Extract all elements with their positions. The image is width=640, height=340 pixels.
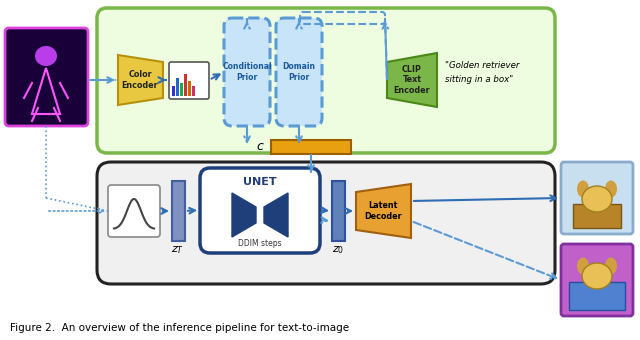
Polygon shape	[264, 193, 288, 237]
Text: $\mathit{c}$: $\mathit{c}$	[256, 140, 265, 153]
Bar	[176, 78, 179, 96]
Bar	[188, 81, 191, 96]
Text: "Golden retriever: "Golden retriever	[445, 62, 520, 70]
Text: UNET: UNET	[243, 177, 277, 187]
Text: $z_T$: $z_T$	[172, 244, 184, 256]
Bar	[184, 74, 187, 96]
Text: Conditional
Prior: Conditional Prior	[222, 62, 272, 82]
Bar	[172, 181, 185, 241]
FancyBboxPatch shape	[5, 28, 88, 126]
Ellipse shape	[605, 181, 617, 198]
Bar	[569, 282, 625, 310]
Text: $z_0$: $z_0$	[332, 244, 344, 256]
Ellipse shape	[605, 257, 617, 274]
Text: Color
Encoder: Color Encoder	[122, 70, 158, 90]
Bar	[271, 140, 351, 154]
Ellipse shape	[577, 257, 589, 274]
Ellipse shape	[582, 263, 612, 289]
Polygon shape	[232, 193, 256, 237]
FancyBboxPatch shape	[108, 185, 160, 237]
FancyBboxPatch shape	[169, 62, 209, 99]
FancyBboxPatch shape	[97, 8, 555, 153]
FancyBboxPatch shape	[224, 18, 270, 126]
Text: sitting in a box": sitting in a box"	[445, 75, 513, 85]
Bar	[180, 83, 183, 96]
Polygon shape	[356, 184, 411, 238]
Polygon shape	[118, 55, 163, 105]
Text: Domain
Prior: Domain Prior	[282, 62, 316, 82]
FancyBboxPatch shape	[561, 244, 633, 316]
FancyBboxPatch shape	[276, 18, 322, 126]
Ellipse shape	[35, 46, 57, 66]
Text: Latent
Decoder: Latent Decoder	[364, 201, 402, 221]
Bar	[332, 181, 345, 241]
FancyBboxPatch shape	[200, 168, 320, 253]
Bar	[172, 86, 175, 96]
Ellipse shape	[582, 186, 612, 212]
Polygon shape	[387, 53, 437, 107]
FancyBboxPatch shape	[97, 162, 555, 284]
Text: DDIM steps: DDIM steps	[238, 238, 282, 248]
Bar	[573, 204, 621, 228]
Ellipse shape	[577, 181, 589, 198]
Text: CLIP
Text
Encoder: CLIP Text Encoder	[394, 65, 430, 95]
Text: Figure 2.  An overview of the inference pipeline for text-to-image: Figure 2. An overview of the inference p…	[10, 323, 349, 333]
FancyBboxPatch shape	[561, 162, 633, 234]
Bar	[192, 86, 195, 96]
